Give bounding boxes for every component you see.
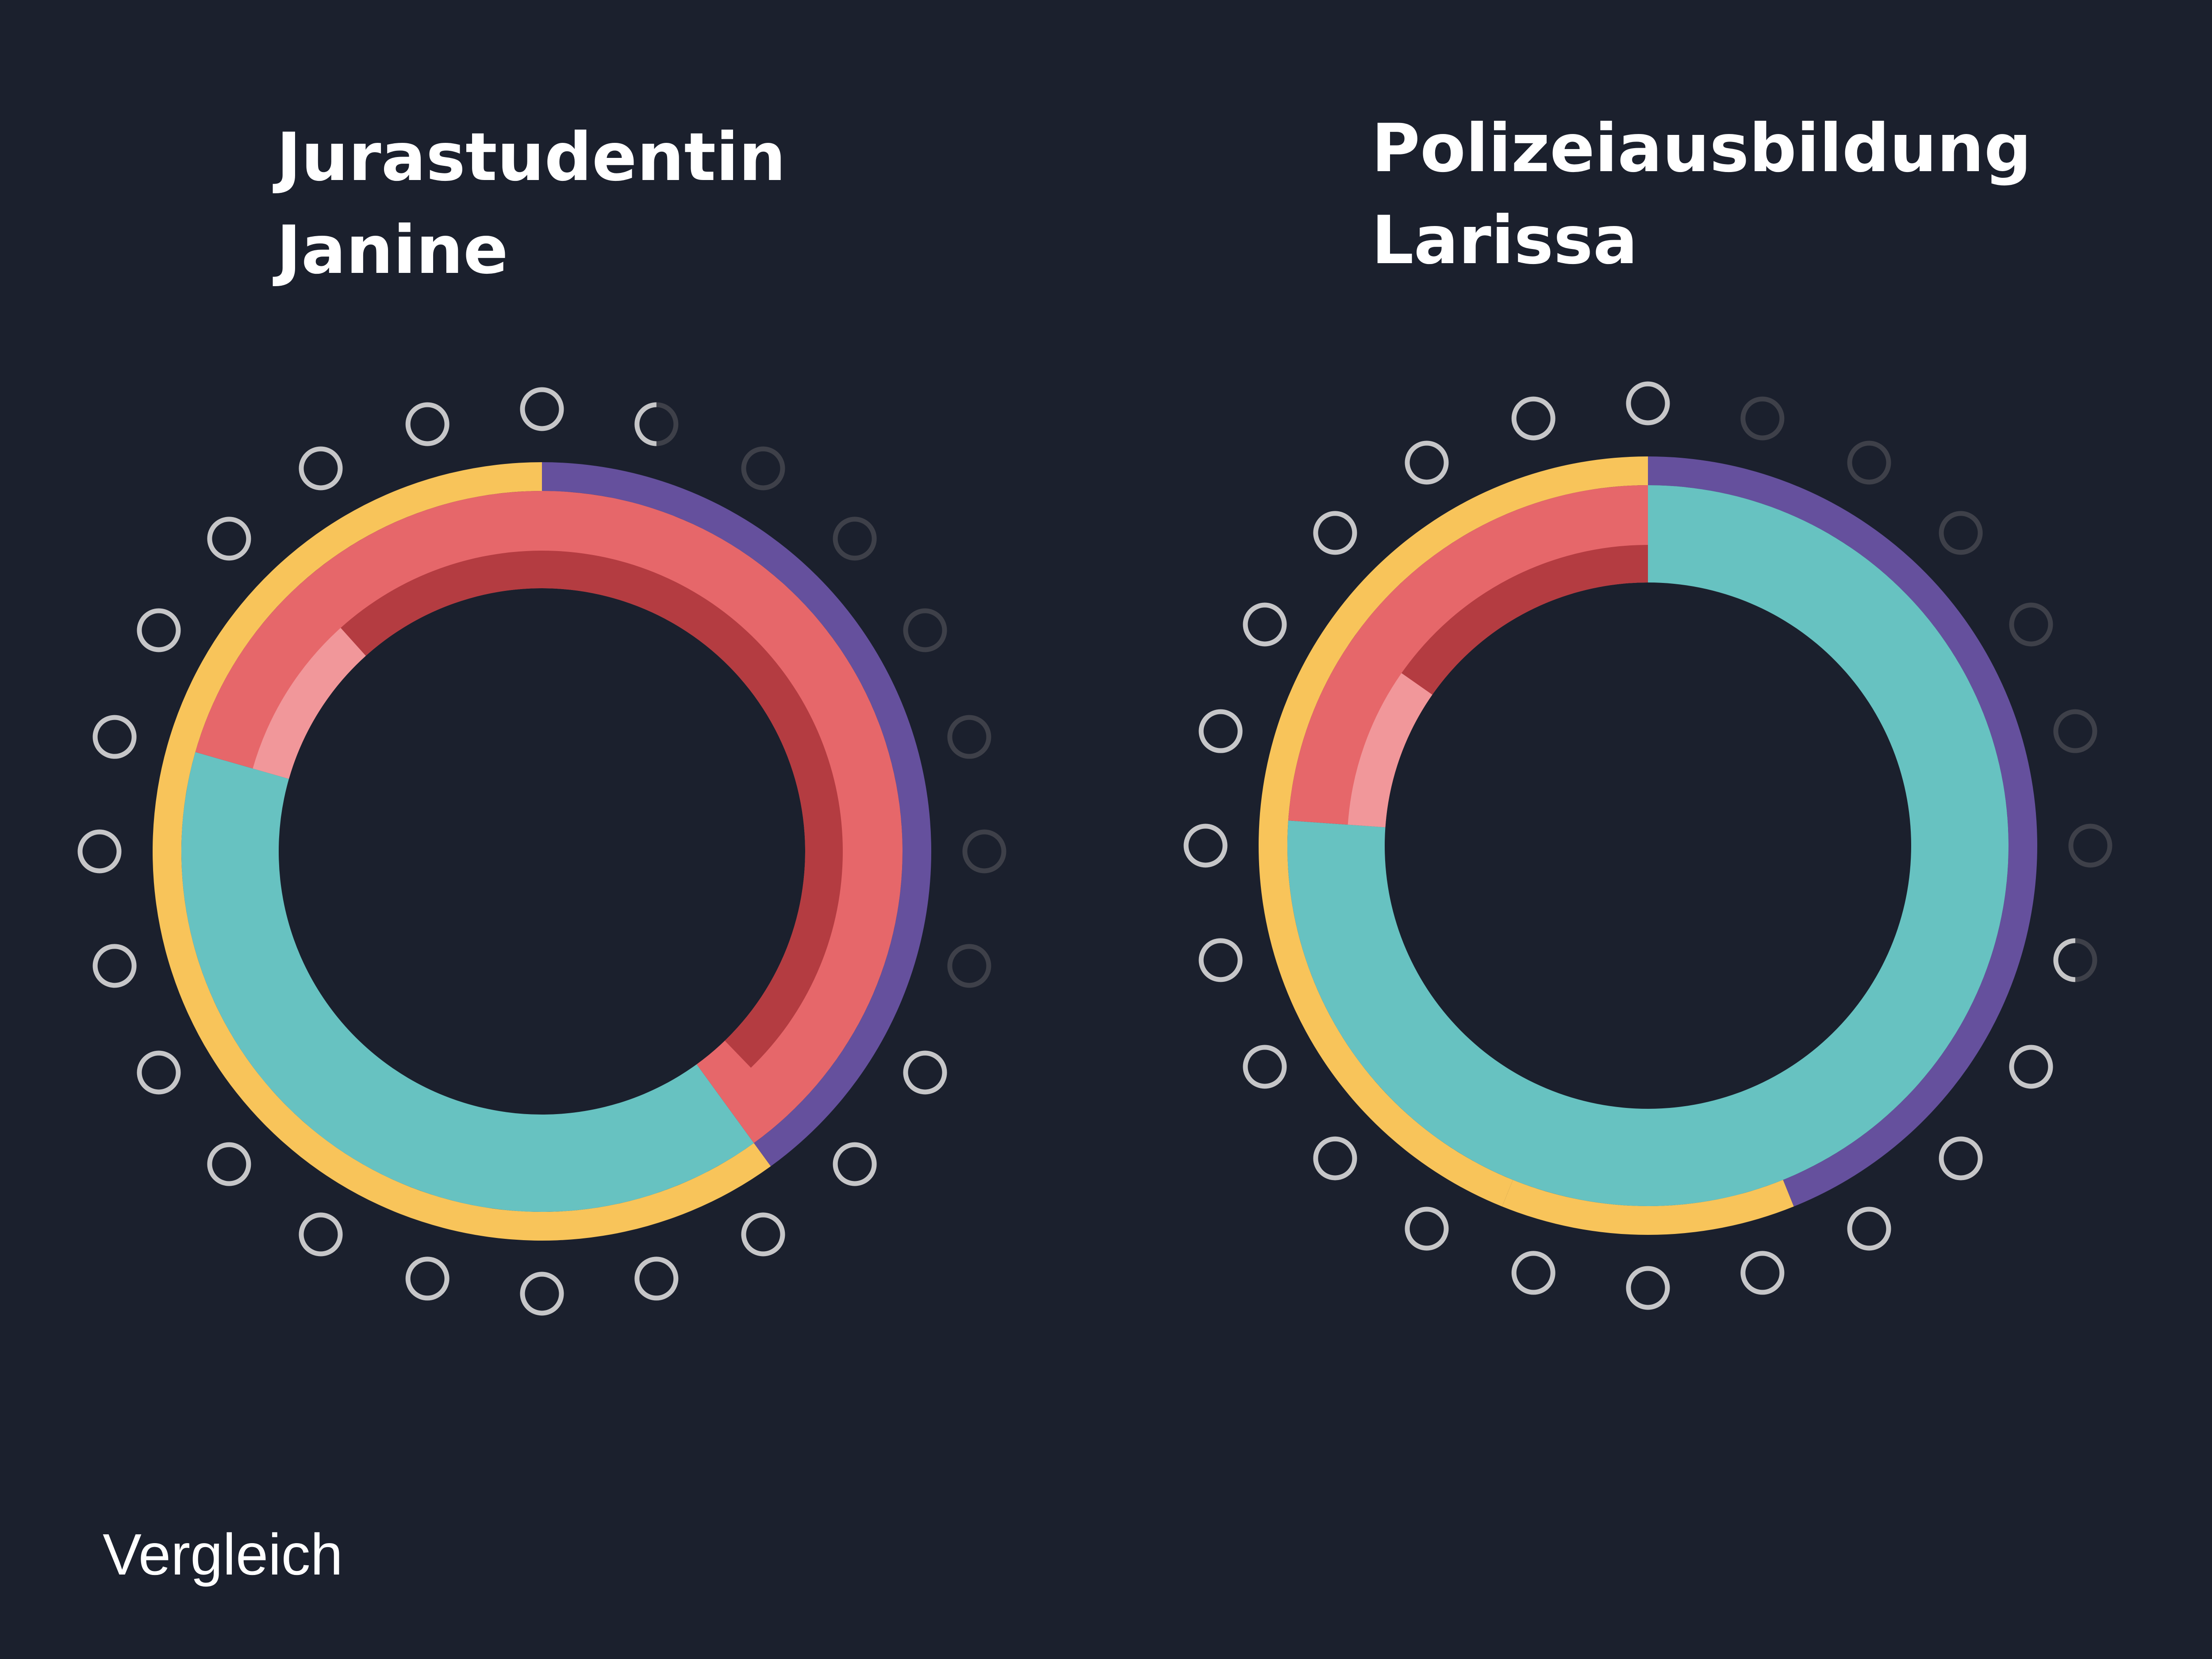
slot-23 [1511, 396, 1555, 441]
slot-21 [1313, 511, 1357, 555]
slot-6 [2068, 824, 2112, 868]
chart-larissa: Polizeiausbildung Larissa [1183, 110, 2112, 1310]
slot-22 [1405, 441, 1449, 485]
slot-11 [634, 1257, 679, 1301]
slot-22 [299, 446, 343, 490]
slot-7-partial [2053, 938, 2076, 982]
slot-10 [1847, 1207, 1891, 1251]
slot-20 [1243, 602, 1287, 647]
slot-7 [947, 944, 991, 988]
arc-band-pink-5 [253, 628, 366, 779]
slot-20 [137, 608, 181, 652]
slot-1 [1740, 396, 1785, 441]
slot-18 [1183, 824, 1228, 868]
slot-2 [741, 446, 785, 490]
slot-2 [1847, 441, 1891, 485]
slot-16 [1243, 1045, 1287, 1089]
slot-17 [92, 944, 137, 988]
slot-15 [207, 1142, 251, 1186]
slot-23 [405, 402, 449, 446]
chart-janine: Jurastudentin Janine [77, 119, 1006, 1316]
slot-9 [833, 1142, 877, 1186]
chart-title-line-1: Polizeiausbildung [1371, 110, 2032, 187]
slot-14 [1405, 1207, 1449, 1251]
arc-band-purple-1 [542, 462, 931, 1166]
slot-19 [92, 715, 137, 759]
slot-6 [962, 829, 1006, 874]
chart-title-line-2: Larissa [1371, 202, 1638, 279]
slot-13 [405, 1257, 449, 1301]
slot-5 [947, 715, 991, 759]
slot-19 [1198, 709, 1243, 753]
slot-17 [1198, 938, 1243, 982]
slot-9 [1939, 1136, 1983, 1180]
slot-18 [77, 829, 122, 874]
slot-12 [1626, 1266, 1670, 1310]
slot-16 [137, 1050, 181, 1095]
slot-0 [1626, 381, 1670, 425]
slot-15 [1313, 1136, 1357, 1180]
slot-13 [1511, 1251, 1555, 1295]
slot-11 [1740, 1251, 1785, 1295]
slot-3 [1939, 511, 1983, 555]
chart-marks [1183, 381, 2112, 1310]
slot-4 [2009, 602, 2053, 647]
slot-14 [299, 1212, 343, 1257]
footer-label: Vergleich [103, 1522, 343, 1587]
slot-4 [903, 608, 947, 652]
chart-title-line-1: Jurastudentin [273, 119, 786, 196]
arc-band-yellow-2 [1502, 1180, 1794, 1235]
arc-band-pink-6 [1348, 673, 1432, 828]
arc-band-teal-2 [181, 752, 754, 1212]
slot-8 [903, 1050, 947, 1095]
slot-21 [207, 517, 251, 561]
arc-band-darkred-4 [340, 550, 843, 1068]
slot-0 [520, 387, 564, 431]
slot-8 [2009, 1045, 2053, 1089]
slot-5 [2053, 709, 2097, 753]
slot-12 [520, 1272, 564, 1316]
arc-band-darkred-5 [1401, 545, 1648, 695]
chart-title-line-2: Janine [273, 212, 508, 289]
slot-3 [833, 517, 877, 561]
chart-marks [77, 387, 1006, 1316]
slot-1-partial [634, 402, 657, 446]
slot-10 [741, 1212, 785, 1257]
